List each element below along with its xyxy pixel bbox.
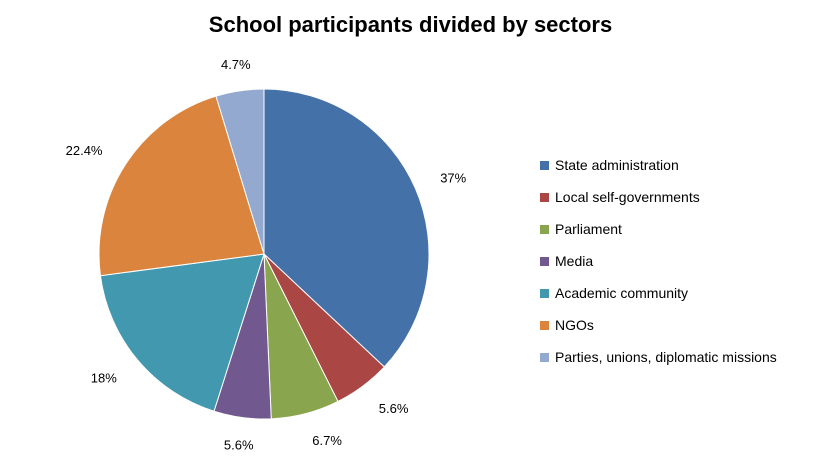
slice-data-label-6: 22.4% bbox=[66, 143, 103, 158]
slice-data-label-5: 18% bbox=[91, 370, 117, 385]
legend: State administration Local self-governmen… bbox=[540, 149, 777, 373]
pie-slice-6 bbox=[98, 95, 265, 277]
legend-label: Parliament bbox=[555, 221, 622, 237]
legend-swatch bbox=[540, 352, 549, 362]
legend-swatch bbox=[540, 224, 549, 234]
legend-swatch bbox=[540, 256, 549, 266]
legend-item-6: NGOs bbox=[540, 309, 777, 341]
chart-title: School participants divided by sectors bbox=[208, 12, 613, 37]
slice-data-label-2: 5.6% bbox=[379, 401, 409, 416]
legend-label: Local self-governments bbox=[555, 189, 700, 205]
legend-swatch bbox=[540, 192, 549, 202]
legend-swatch bbox=[540, 160, 549, 170]
legend-item-5: Academic community bbox=[540, 277, 777, 309]
slice-data-label-4: 5.6% bbox=[224, 437, 254, 452]
legend-label: State administration bbox=[555, 157, 679, 173]
legend-item-1: State administration bbox=[540, 149, 777, 181]
legend-swatch bbox=[540, 320, 549, 330]
legend-item-7: Parties, unions, diplomatic missions bbox=[540, 341, 777, 373]
legend-label: Parties, unions, diplomatic missions bbox=[555, 349, 777, 365]
pie-data-labels: 37% 5.6% 6.7% 5.6% 18% 22.4% 4.7% bbox=[66, 57, 467, 452]
legend-item-2: Local self-governments bbox=[540, 181, 777, 213]
legend-label: Academic community bbox=[555, 285, 689, 301]
slice-data-label-3: 6.7% bbox=[312, 433, 342, 448]
pie-slice-1 bbox=[263, 88, 430, 368]
legend-swatch bbox=[540, 288, 549, 298]
legend-label: NGOs bbox=[555, 317, 594, 333]
legend-label: Media bbox=[555, 253, 594, 269]
slice-data-label-7: 4.7% bbox=[221, 57, 251, 72]
legend-item-3: Parliament bbox=[540, 213, 777, 245]
legend-item-4: Media bbox=[540, 245, 777, 277]
pie-slice-7 bbox=[215, 88, 265, 255]
slice-data-label-1: 37% bbox=[440, 171, 466, 186]
pie-slices bbox=[98, 88, 430, 420]
pie-slice-5 bbox=[99, 253, 265, 412]
